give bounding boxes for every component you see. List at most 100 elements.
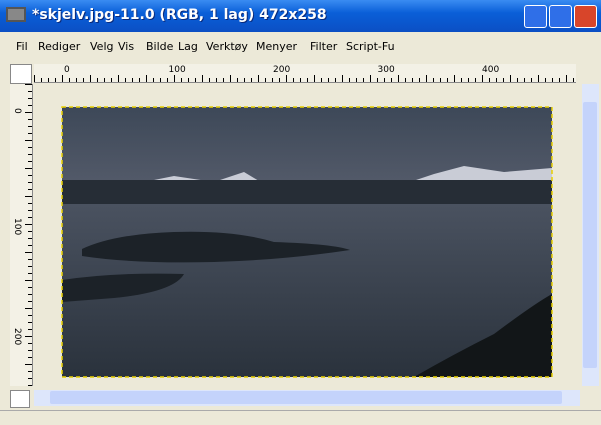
ruler-tick <box>48 78 49 82</box>
ruler-tick <box>433 78 434 82</box>
ruler-tick <box>538 75 539 82</box>
ruler-tick <box>28 266 32 267</box>
ruler-tick <box>104 78 105 82</box>
ruler-tick <box>167 78 168 82</box>
minimize-button[interactable] <box>524 5 547 28</box>
quick-mask-button[interactable] <box>10 390 30 408</box>
ruler-tick <box>174 75 175 82</box>
menu-item[interactable]: Rediger <box>38 40 80 53</box>
horizontal-scrollbar[interactable] <box>34 390 580 406</box>
menu-item[interactable]: Vis <box>118 40 134 53</box>
ruler-tick <box>363 78 364 82</box>
menu-button[interactable] <box>10 64 32 84</box>
ruler-tick <box>25 224 32 225</box>
ruler-label: 200 <box>273 65 290 75</box>
ruler-tick <box>272 78 273 82</box>
ruler-tick <box>419 78 420 82</box>
menu-item[interactable]: Menyer <box>256 40 297 53</box>
ruler-tick <box>28 147 32 148</box>
vertical-scrollbar[interactable] <box>582 84 599 386</box>
ruler-tick <box>25 280 32 281</box>
menu-item[interactable]: Lag <box>178 40 198 53</box>
ruler-tick <box>251 78 252 82</box>
ruler-tick <box>356 78 357 82</box>
ruler-tick <box>25 84 32 85</box>
ruler-tick <box>461 78 462 82</box>
ruler-tick <box>258 75 259 82</box>
ruler-tick <box>293 78 294 82</box>
ruler-tick <box>25 112 32 113</box>
menu-bar: Fil Rediger Velg Vis Bilde Lag Verktøy Menyer Fi… <box>0 36 601 58</box>
ruler-tick <box>342 75 343 82</box>
ruler-tick <box>125 78 126 82</box>
ruler-tick <box>377 78 378 82</box>
ruler-tick <box>286 75 287 82</box>
ruler-tick <box>139 78 140 82</box>
ruler-tick <box>28 182 32 183</box>
ruler-tick <box>181 78 182 82</box>
menu-item[interactable]: Filter <box>310 40 337 53</box>
gimp-window: *skjelv.jpg-11.0 (RGB, 1 lag) 472x258 Fi… <box>0 0 601 424</box>
close-button[interactable] <box>574 5 597 28</box>
ruler-tick <box>25 336 32 337</box>
ruler-tick <box>28 273 32 274</box>
ruler-tick <box>28 378 32 379</box>
ruler-tick <box>62 75 63 82</box>
ruler-tick <box>314 75 315 82</box>
ruler-label: 100 <box>169 65 186 75</box>
ruler-tick <box>328 78 329 82</box>
ruler-tick <box>28 245 32 246</box>
ruler-tick <box>440 78 441 82</box>
ruler-tick <box>25 168 32 169</box>
menu-item[interactable]: Bilde <box>146 40 173 53</box>
menu-item[interactable]: Verktøy <box>206 40 248 53</box>
menu-item[interactable]: Velg <box>90 40 113 53</box>
ruler-tick <box>335 78 336 82</box>
ruler-tick <box>90 75 91 82</box>
ruler-tick <box>111 78 112 82</box>
ruler-tick <box>223 78 224 82</box>
menu-item[interactable]: Script-Fu <box>346 40 395 53</box>
ruler-tick <box>28 357 32 358</box>
ruler-tick <box>370 75 371 82</box>
maximize-button[interactable] <box>549 5 572 28</box>
ruler-tick <box>391 78 392 82</box>
ruler-tick <box>28 91 32 92</box>
ruler-label: 0 <box>64 65 70 75</box>
menu-item[interactable]: Fil <box>16 40 28 53</box>
ruler-tick <box>28 294 32 295</box>
ruler-tick <box>28 217 32 218</box>
ruler-tick <box>475 78 476 82</box>
ruler-tick <box>216 78 217 82</box>
ruler-tick <box>552 78 553 82</box>
ruler-tick <box>559 78 560 82</box>
ruler-tick <box>384 78 385 82</box>
ruler-tick <box>28 259 32 260</box>
ruler-label: 200 <box>12 328 22 345</box>
ruler-tick <box>321 78 322 82</box>
ruler-tick <box>307 78 308 82</box>
title-bar: *skjelv.jpg-11.0 (RGB, 1 lag) 472x258 <box>0 0 601 32</box>
ruler-tick <box>566 75 567 82</box>
ruler-tick <box>28 105 32 106</box>
ruler-tick <box>76 78 77 82</box>
ruler-tick <box>153 78 154 82</box>
ruler-tick <box>118 75 119 82</box>
ruler-tick <box>28 119 32 120</box>
ruler-tick <box>195 78 196 82</box>
ruler-tick <box>28 329 32 330</box>
ruler-tick <box>28 126 32 127</box>
app-icon <box>6 7 28 25</box>
ruler-tick <box>28 133 32 134</box>
status-bar <box>0 410 601 425</box>
ruler-tick <box>28 238 32 239</box>
ruler-tick <box>244 78 245 82</box>
ruler-label: 400 <box>482 65 499 75</box>
ruler-tick <box>300 78 301 82</box>
ruler-tick <box>160 78 161 82</box>
ruler-tick <box>531 78 532 82</box>
ruler-tick <box>25 308 32 309</box>
ruler-tick <box>265 78 266 82</box>
ruler-tick <box>28 301 32 302</box>
